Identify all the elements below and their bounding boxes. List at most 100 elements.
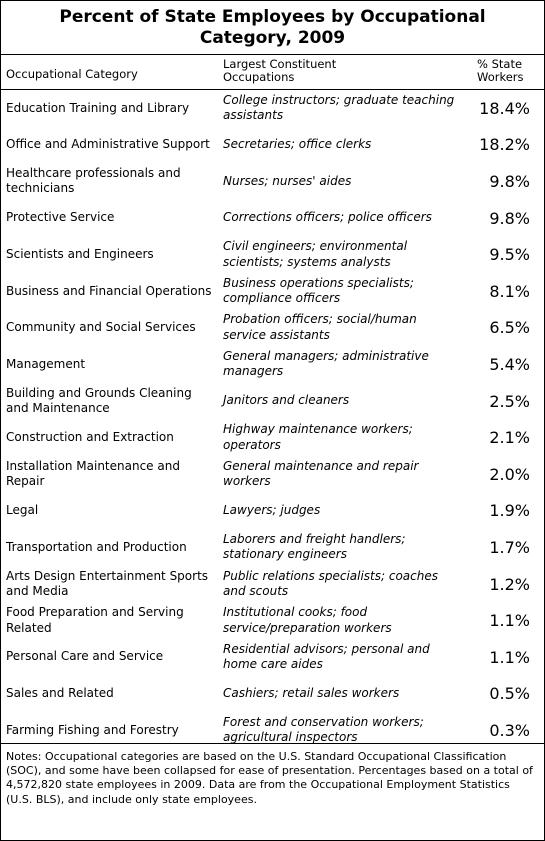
row-percent-text: 1.7%	[489, 537, 530, 557]
row-percent-text: 5.4%	[489, 354, 530, 374]
header-percent: % State Workers	[477, 57, 524, 84]
row-occupations: Institutional cooks; food service/prepar…	[223, 602, 458, 639]
row-occupations-text: Corrections officers; police officers	[223, 210, 432, 225]
row-occupations: Residential advisors; personal and home …	[223, 639, 458, 676]
row-occupations: Nurses; nurses' aides	[223, 163, 458, 200]
row-category-text: Management	[6, 356, 86, 371]
row-occupations-text: Probation officers; social/human service…	[223, 312, 417, 342]
row-occupations: Janitors and cleaners	[223, 383, 458, 420]
row-occupations: Laborers and freight handlers; stationar…	[223, 529, 458, 566]
row-occupations: Lawyers; judges	[223, 493, 458, 530]
row-category: Personal Care and Service	[6, 639, 216, 676]
table-row: Food Preparation and Serving Related Inst…	[1, 602, 544, 639]
row-category-text: Personal Care and Service	[6, 649, 164, 664]
row-category-text: Legal	[6, 503, 39, 518]
row-category-text: Arts Design Entertainment Sports and Med…	[6, 568, 209, 599]
row-occupations-text: Business operations specialists; complia…	[223, 275, 414, 306]
row-category-text: Office and Administrative Support	[6, 137, 210, 152]
row-occupations-text: Secretaries; office clerks	[223, 137, 372, 152]
row-occupations: Probation officers; social/human service…	[223, 310, 458, 347]
row-category-text: Installation Maintenance and Repair	[6, 458, 180, 489]
row-occupations: Cashiers; retail sales workers	[223, 676, 458, 713]
header-category: Occupational Category	[6, 67, 138, 81]
row-category: Education Training and Library	[6, 90, 216, 127]
row-category-text: Building and Grounds Cleaning and Mainte…	[6, 385, 192, 416]
table-title: Percent of State Employees by Occupation…	[1, 1, 544, 55]
row-category: Management	[6, 346, 216, 383]
table-body: Education Training and Library College in…	[1, 90, 544, 749]
row-percent: 1.1%	[489, 639, 530, 676]
table-row: Business and Financial Operations Busines…	[1, 273, 544, 310]
row-percent-text: 6.5%	[489, 318, 530, 338]
row-category: Arts Design Entertainment Sports and Med…	[6, 566, 216, 603]
table-row: Construction and Extraction Highway maint…	[1, 419, 544, 456]
table-row: Transportation and Production Laborers an…	[1, 529, 544, 566]
row-occupations-text: Laborers and freight handlers; stationar…	[223, 531, 406, 562]
table-row: Healthcare professionals and technicians…	[1, 163, 544, 200]
row-category: Business and Financial Operations	[6, 273, 216, 310]
row-percent-text: 9.5%	[489, 245, 530, 265]
table-row: Scientists and Engineers Civil engineers;…	[1, 236, 544, 273]
row-occupations-text: Lawyers; judges	[223, 503, 321, 518]
row-category-text: Scientists and Engineers	[6, 246, 154, 261]
row-occupations: General managers; administrative manager…	[223, 346, 458, 383]
row-occupations-text: Civil engineers; environmental scientist…	[223, 239, 408, 269]
row-occupations: Corrections officers; police officers	[223, 200, 458, 237]
table-row: Education Training and Library College in…	[1, 90, 544, 127]
row-category: Food Preparation and Serving Related	[6, 602, 216, 639]
row-percent-text: 1.9%	[489, 501, 530, 521]
row-percent: 9.8%	[489, 163, 530, 200]
row-category-text: Transportation and Production	[6, 539, 187, 554]
row-occupations-text: Nurses; nurses' aides	[223, 173, 352, 188]
row-occupations-text: Residential advisors; personal and home …	[223, 641, 430, 672]
row-category-text: Community and Social Services	[6, 320, 196, 335]
table-row: Sales and Related Cashiers; retail sales …	[1, 676, 544, 713]
row-category-text: Sales and Related	[6, 686, 114, 701]
row-category-text: Food Preparation and Serving Related	[6, 605, 184, 635]
row-percent: 1.7%	[489, 529, 530, 566]
row-occupations-text: Highway maintenance workers; operators	[223, 422, 413, 452]
table-notes: Notes: Occupational categories are based…	[1, 743, 544, 807]
table-row: Community and Social Services Probation o…	[1, 310, 544, 347]
row-category-text: Education Training and Library	[6, 100, 190, 115]
row-category: Protective Service	[6, 200, 216, 237]
row-percent: 6.5%	[489, 310, 530, 347]
row-occupations: College instructors; graduate teaching a…	[223, 90, 458, 127]
table-row: Protective Service Corrections officers; …	[1, 200, 544, 237]
row-percent: 8.1%	[489, 273, 530, 310]
row-occupations: General maintenance and repair workers	[223, 456, 458, 493]
row-percent: 18.2%	[479, 127, 530, 164]
table-row: Building and Grounds Cleaning and Mainte…	[1, 383, 544, 420]
row-percent-text: 18.4%	[479, 98, 530, 118]
row-percent: 0.5%	[489, 676, 530, 713]
row-occupations-text: Cashiers; retail sales workers	[223, 686, 400, 701]
row-percent-text: 9.8%	[489, 208, 530, 228]
row-category: Building and Grounds Cleaning and Mainte…	[6, 383, 216, 420]
row-percent: 9.8%	[489, 200, 530, 237]
row-occupations-text: Janitors and cleaners	[223, 393, 350, 408]
row-occupations-text: General managers; administrative manager…	[223, 348, 429, 379]
row-percent: 2.1%	[489, 419, 530, 456]
row-percent-text: 0.5%	[489, 684, 530, 704]
row-percent-text: 1.1%	[489, 647, 530, 667]
row-category: Installation Maintenance and Repair	[6, 456, 216, 493]
row-category-text: Healthcare professionals and technicians	[6, 165, 181, 196]
row-category: Healthcare professionals and technicians	[6, 163, 216, 200]
row-occupations: Civil engineers; environmental scientist…	[223, 236, 458, 273]
row-category: Office and Administrative Support	[6, 127, 216, 164]
row-occupations: Highway maintenance workers; operators	[223, 419, 458, 456]
table-row: Office and Administrative Support Secreta…	[1, 127, 544, 164]
row-percent: 9.5%	[489, 236, 530, 273]
row-percent-text: 1.2%	[489, 574, 530, 594]
row-percent-text: 2.1%	[489, 428, 530, 448]
row-percent-text: 18.2%	[479, 135, 530, 155]
table-row: Personal Care and Service Residential adv…	[1, 639, 544, 676]
row-category: Transportation and Production	[6, 529, 216, 566]
row-occupations-text: Institutional cooks; food service/prepar…	[223, 605, 392, 635]
table-row: Installation Maintenance and Repair Gener…	[1, 456, 544, 493]
row-percent: 2.5%	[489, 383, 530, 420]
row-percent: 1.9%	[489, 493, 530, 530]
row-category: Scientists and Engineers	[6, 236, 216, 273]
row-occupations-text: College instructors; graduate teaching a…	[223, 92, 455, 123]
